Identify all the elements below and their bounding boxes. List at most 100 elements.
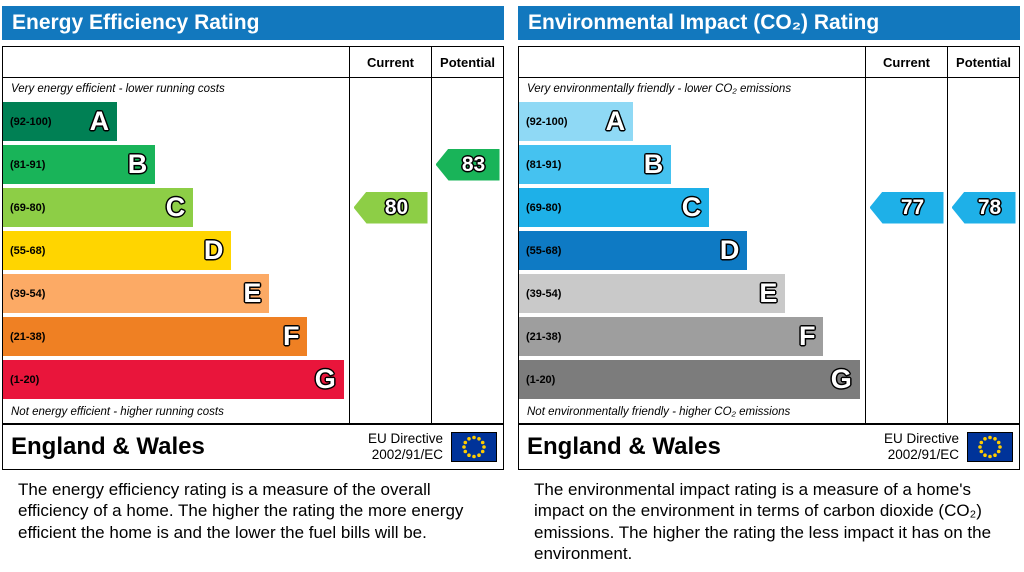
bottom-caption: Not environmentally friendly - higher CO… bbox=[527, 406, 791, 418]
band-range-label: (55-68) bbox=[10, 244, 46, 257]
band-row-g: (1-20) G bbox=[3, 358, 349, 401]
band-range-label: (39-54) bbox=[10, 287, 46, 300]
potential-value-column: 83 bbox=[431, 78, 503, 423]
band-row-b: (81-91) B bbox=[519, 143, 865, 186]
band-bar-b: (81-91) B bbox=[3, 145, 156, 184]
band-bar-g: (1-20) G bbox=[519, 360, 860, 399]
column-header-row: Current Potential bbox=[3, 47, 503, 78]
environmental-impact-panel: Environmental Impact (CO₂) Rating Curren… bbox=[518, 6, 1020, 565]
chart-footer: England & Wales EU Directive 2002/91/EC bbox=[3, 423, 503, 469]
band-letter: C bbox=[681, 192, 702, 222]
band-bar-f: (21-38) F bbox=[519, 317, 824, 356]
eu-directive-line2: 2002/91/EC bbox=[887, 447, 959, 462]
band-letter: C bbox=[165, 192, 186, 222]
current-value-column: 77 bbox=[865, 78, 947, 423]
eu-directive-line2: 2002/91/EC bbox=[371, 447, 443, 462]
band-range-label: (1-20) bbox=[10, 373, 40, 386]
eu-directive-line1: EU Directive bbox=[367, 431, 443, 447]
energy-efficiency-panel: Energy Efficiency Rating Current Potenti… bbox=[2, 6, 504, 565]
band-letter: B bbox=[643, 149, 664, 179]
band-row-c: (69-80) C bbox=[3, 186, 349, 229]
eu-directive-label: EU Directive 2002/91/EC bbox=[368, 431, 443, 462]
band-row-a: (92-100) A bbox=[519, 100, 865, 143]
environmental-panel-title: Environmental Impact (CO₂) Rating bbox=[518, 6, 1020, 40]
band-row-g: (1-20) G bbox=[519, 358, 865, 401]
header-spacer bbox=[519, 47, 865, 77]
band-range-label: (69-80) bbox=[526, 201, 562, 214]
band-row-e: (39-54) E bbox=[3, 272, 349, 315]
panel-title-text: Environmental Impact (CO₂) Rating bbox=[528, 11, 880, 34]
potential-rating-arrow: 78 bbox=[951, 191, 1016, 224]
band-letter: E bbox=[759, 278, 778, 308]
current-rating-arrow: 77 bbox=[869, 191, 944, 224]
band-letter: B bbox=[127, 149, 148, 179]
band-chart-area: Very environmentally friendly - lower CO… bbox=[519, 78, 865, 423]
band-letter: F bbox=[282, 321, 300, 351]
energy-chart-box: Current Potential Very energy efficient … bbox=[2, 46, 504, 470]
band-range-label: (21-38) bbox=[526, 330, 562, 343]
band-range-label: (92-100) bbox=[526, 115, 568, 128]
band-range-label: (21-38) bbox=[10, 330, 46, 343]
band-bar-d: (55-68) D bbox=[3, 231, 232, 270]
band-range-label: (69-80) bbox=[10, 201, 46, 214]
band-row-d: (55-68) D bbox=[3, 229, 349, 272]
band-letter: G bbox=[314, 364, 336, 394]
current-column-header: Current bbox=[865, 47, 947, 77]
eu-directive-label: EU Directive 2002/91/EC bbox=[884, 431, 959, 462]
chart-body: Very energy efficient - lower running co… bbox=[3, 78, 503, 423]
band-row-d: (55-68) D bbox=[519, 229, 865, 272]
header-spacer bbox=[3, 47, 349, 77]
energy-panel-title: Energy Efficiency Rating bbox=[2, 6, 504, 40]
band-bar-a: (92-100) A bbox=[519, 102, 634, 141]
band-chart-area: Very energy efficient - lower running co… bbox=[3, 78, 349, 423]
band-row-f: (21-38) F bbox=[519, 315, 865, 358]
band-letter: G bbox=[830, 364, 852, 394]
band-range-label: (81-91) bbox=[10, 158, 46, 171]
potential-column-header: Potential bbox=[947, 47, 1019, 77]
band-range-label: (39-54) bbox=[526, 287, 562, 300]
current-value-column: 80 bbox=[349, 78, 431, 423]
band-bar-f: (21-38) F bbox=[3, 317, 308, 356]
band-letter: D bbox=[719, 235, 740, 265]
band-row-c: (69-80) C bbox=[519, 186, 865, 229]
environmental-chart-box: Current Potential Very environmentally f… bbox=[518, 46, 1020, 470]
panel-title-text: Energy Efficiency Rating bbox=[12, 11, 260, 34]
potential-column-header: Potential bbox=[431, 47, 503, 77]
band-bar-c: (69-80) C bbox=[3, 188, 194, 227]
band-letter: E bbox=[243, 278, 262, 308]
chart-body: Very environmentally friendly - lower CO… bbox=[519, 78, 1019, 423]
band-range-label: (1-20) bbox=[526, 373, 556, 386]
band-list: (92-100) A (81-91) B (69-80) C (55-68) D (39-54)… bbox=[3, 100, 349, 401]
band-bar-a: (92-100) A bbox=[3, 102, 118, 141]
band-row-b: (81-91) B bbox=[3, 143, 349, 186]
band-row-f: (21-38) F bbox=[3, 315, 349, 358]
band-range-label: (55-68) bbox=[526, 244, 562, 257]
band-bar-g: (1-20) G bbox=[3, 360, 344, 399]
energy-description: The energy efficiency rating is a measur… bbox=[18, 480, 464, 542]
eu-flag-icon bbox=[967, 432, 1013, 462]
eu-flag-icon bbox=[451, 432, 497, 462]
band-row-e: (39-54) E bbox=[519, 272, 865, 315]
band-letter: A bbox=[89, 106, 110, 136]
band-row-a: (92-100) A bbox=[3, 100, 349, 143]
chart-footer: England & Wales EU Directive 2002/91/EC bbox=[519, 423, 1019, 469]
potential-value-column: 78 bbox=[947, 78, 1019, 423]
eu-directive-line1: EU Directive bbox=[883, 431, 959, 447]
top-caption: Very energy efficient - lower running co… bbox=[11, 83, 225, 95]
band-bar-b: (81-91) B bbox=[519, 145, 672, 184]
band-letter: F bbox=[798, 321, 816, 351]
band-bar-d: (55-68) D bbox=[519, 231, 748, 270]
current-column-header: Current bbox=[349, 47, 431, 77]
band-letter: D bbox=[203, 235, 224, 265]
band-range-label: (92-100) bbox=[10, 115, 52, 128]
band-bar-e: (39-54) E bbox=[519, 274, 786, 313]
potential-rating-arrow: 83 bbox=[435, 148, 500, 181]
column-header-row: Current Potential bbox=[519, 47, 1019, 78]
region-label: England & Wales bbox=[527, 433, 721, 460]
bottom-caption: Not energy efficient - higher running co… bbox=[11, 406, 224, 418]
region-label: England & Wales bbox=[11, 433, 205, 460]
band-bar-e: (39-54) E bbox=[3, 274, 270, 313]
current-rating-arrow: 80 bbox=[353, 191, 428, 224]
band-letter: A bbox=[605, 106, 626, 136]
